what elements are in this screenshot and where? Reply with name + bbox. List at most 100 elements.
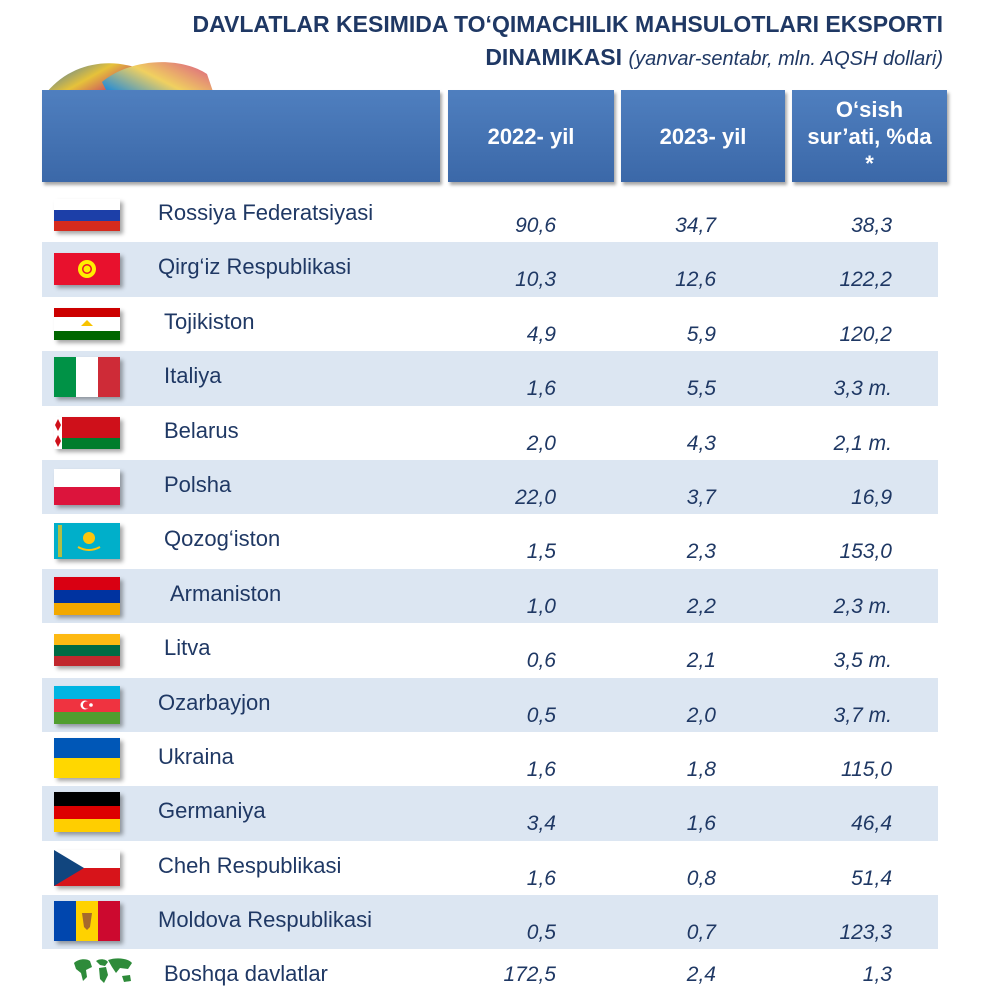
table-row: Ozarbayjon 0,5 2,0 3,7 m. (42, 677, 938, 732)
value-growth: 16,9 (851, 485, 892, 509)
russia-flag (54, 199, 120, 231)
country-name: Polsha (164, 471, 232, 497)
table-body: Rossiya Federatsiyasi 90,6 34,7 38,3 Qir… (42, 188, 938, 1004)
header-growth-line-2: sur’ati, %da (807, 123, 932, 149)
value-growth: 2,1 m. (833, 431, 892, 455)
value-growth: 51,4 (851, 866, 892, 890)
value-2022: 1,6 (526, 866, 556, 890)
czech-flag (54, 849, 120, 886)
value-2023: 12,6 (675, 268, 716, 292)
value-2022: 2,0 (526, 431, 556, 455)
value-2022: 4,9 (526, 322, 556, 346)
table-row: Boshqa davlatlar 172,5 2,4 1,3 (42, 949, 938, 1003)
tajikistan-flag (54, 307, 120, 340)
country-name: Boshqa davlatlar (164, 961, 328, 987)
header-country-cell (42, 90, 440, 182)
moldova-flag (54, 901, 120, 942)
country-name: Tojikiston (164, 308, 255, 334)
value-2023: 2,0 (686, 703, 716, 727)
header-growth-line-3: * (865, 150, 874, 176)
country-name: Ukraina (158, 743, 234, 769)
value-2023: 0,7 (686, 921, 716, 945)
table-row: Cheh Respublikasi 1,6 0,8 51,4 (42, 841, 938, 895)
country-name: Litva (164, 635, 211, 661)
value-2023: 5,9 (686, 322, 716, 346)
value-2023: 2,3 (686, 540, 716, 564)
value-2022: 10,3 (515, 268, 556, 292)
value-growth: 3,5 m. (833, 649, 892, 673)
value-2023: 1,6 (686, 812, 716, 836)
country-name: Qirg‘iz Respublikasi (158, 254, 352, 280)
page-title: DAVLATLAR KESIMIDA TO‘QIMACHILIK MAHSULO… (193, 8, 943, 76)
title-line-2-bold: DINAMIKASI (485, 44, 623, 70)
table-row: Polsha 22,0 3,7 16,9 (42, 459, 938, 515)
value-growth: 1,3 (862, 963, 892, 987)
kyrgyzstan-flag (54, 253, 120, 286)
value-growth: 122,2 (839, 268, 892, 292)
value-growth: 38,3 (851, 214, 892, 237)
value-2022: 1,6 (526, 757, 556, 781)
table-row: Litva 0,6 2,1 3,5 m. (42, 623, 938, 677)
country-name: Cheh Respublikasi (158, 852, 342, 878)
value-2022: 0,5 (526, 703, 556, 727)
value-growth: 120,2 (839, 322, 892, 346)
country-name: Rossiya Federatsiyasi (158, 200, 374, 225)
value-growth: 3,7 m. (833, 703, 892, 727)
value-growth: 46,4 (851, 812, 892, 836)
table-row: Armaniston 1,0 2,2 2,3 m. (42, 568, 938, 624)
value-growth: 153,0 (839, 540, 892, 564)
poland-flag (54, 468, 120, 505)
kazakhstan-flag (54, 523, 120, 560)
country-name: Armaniston (170, 580, 282, 606)
title-line-1: DAVLATLAR KESIMIDA TO‘QIMACHILIK MAHSULO… (192, 11, 943, 37)
table-row: Qozog‘iston 1,5 2,3 153,0 (42, 514, 938, 568)
value-growth: 3,3 m. (833, 377, 892, 401)
value-growth: 2,3 m. (833, 594, 892, 618)
value-2023: 3,7 (686, 485, 716, 509)
table-row: Tojikiston 4,9 5,9 120,2 (42, 297, 938, 351)
value-2023: 4,3 (686, 431, 716, 455)
armenia-flag (54, 576, 120, 615)
table-row: Italiya 1,6 5,5 3,3 m. (42, 351, 938, 406)
value-2023: 2,1 (686, 649, 716, 673)
table-row: Belarus 2,0 4,3 2,1 m. (42, 406, 938, 460)
value-growth: 123,3 (839, 921, 892, 945)
value-2023: 34,7 (675, 214, 716, 237)
title-line-2: DINAMIKASI (yanvar-sentabr, mln. AQSH do… (193, 41, 943, 76)
table-row: Ukraina 1,6 1,8 115,0 (42, 732, 938, 786)
value-growth: 115,0 (841, 757, 892, 781)
header-growth: O‘sish sur’ati, %da * (792, 90, 947, 182)
country-name: Italiya (164, 363, 222, 389)
value-2022: 90,6 (515, 214, 556, 237)
value-2022: 22,0 (515, 485, 556, 509)
germany-flag (54, 792, 120, 833)
table-row: Qirg‘iz Respublikasi 10,3 12,6 122,2 (42, 242, 938, 297)
header-growth-line-1: O‘sish (835, 96, 904, 122)
country-name: Qozog‘iston (164, 526, 281, 552)
country-name: Ozarbayjon (158, 689, 271, 715)
header-2023: 2023- yil (621, 90, 785, 182)
country-name: Germaniya (158, 798, 266, 824)
value-2022: 1,6 (526, 377, 556, 401)
italy-flag (54, 357, 120, 398)
table-row: Germaniya 3,4 1,6 46,4 (42, 786, 938, 841)
value-2022: 0,5 (526, 921, 556, 945)
world-map-icon (70, 955, 136, 987)
belarus-flag (54, 416, 120, 449)
value-2022: 1,0 (526, 594, 556, 618)
value-2023: 0,8 (686, 866, 716, 890)
title-subtitle: (yanvar-sentabr, mln. AQSH dollari) (628, 48, 943, 70)
value-2023: 1,8 (686, 757, 716, 781)
azerbaijan-flag (54, 685, 120, 724)
lithuania-flag (54, 634, 120, 667)
value-2022: 172,5 (503, 963, 556, 987)
table-row: Moldova Respublikasi 0,5 0,7 123,3 (42, 895, 938, 950)
country-name: Moldova Respublikasi (158, 907, 372, 933)
value-2023: 2,2 (686, 594, 716, 618)
value-2022: 3,4 (526, 812, 556, 836)
value-2022: 1,5 (526, 540, 556, 564)
value-2023: 5,5 (686, 377, 716, 401)
country-name: Belarus (164, 417, 239, 443)
ukraine-flag (54, 737, 120, 778)
table-row: Rossiya Federatsiyasi 90,6 34,7 38,3 (42, 188, 938, 242)
